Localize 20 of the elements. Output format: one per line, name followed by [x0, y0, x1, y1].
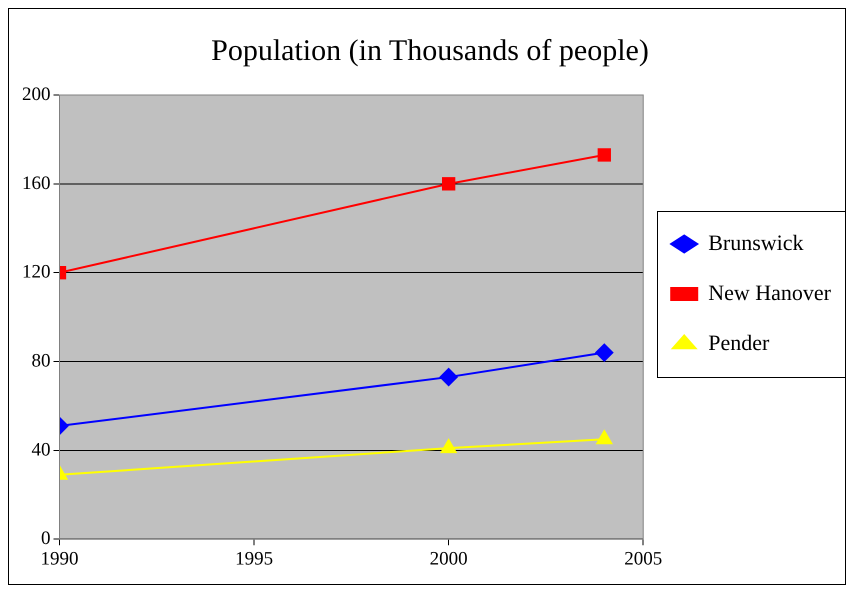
- point: [598, 148, 611, 162]
- x-tick-label: 1990: [40, 548, 78, 570]
- y-tick-label: 160: [22, 172, 50, 194]
- x-tick-label: 2000: [430, 548, 468, 570]
- y-tick-label: 0: [41, 528, 50, 550]
- y-tick-label: 80: [32, 350, 50, 372]
- y-tick-label: 200: [22, 84, 50, 105]
- legend-label: Brunswick: [708, 230, 804, 255]
- point: [440, 439, 457, 454]
- x-tick-label: 2005: [624, 548, 662, 570]
- point: [596, 430, 612, 444]
- y-tick-label: 120: [22, 262, 50, 283]
- point: [442, 177, 456, 190]
- point: [595, 344, 614, 362]
- y-tick-label: 40: [32, 439, 50, 460]
- x-tick-label: 1995: [235, 548, 274, 570]
- legend-label: Pender: [708, 330, 770, 355]
- chart-title: Population (in Thousands of people): [211, 34, 649, 67]
- point: [440, 368, 458, 386]
- legend-label: New Hanover: [708, 280, 832, 305]
